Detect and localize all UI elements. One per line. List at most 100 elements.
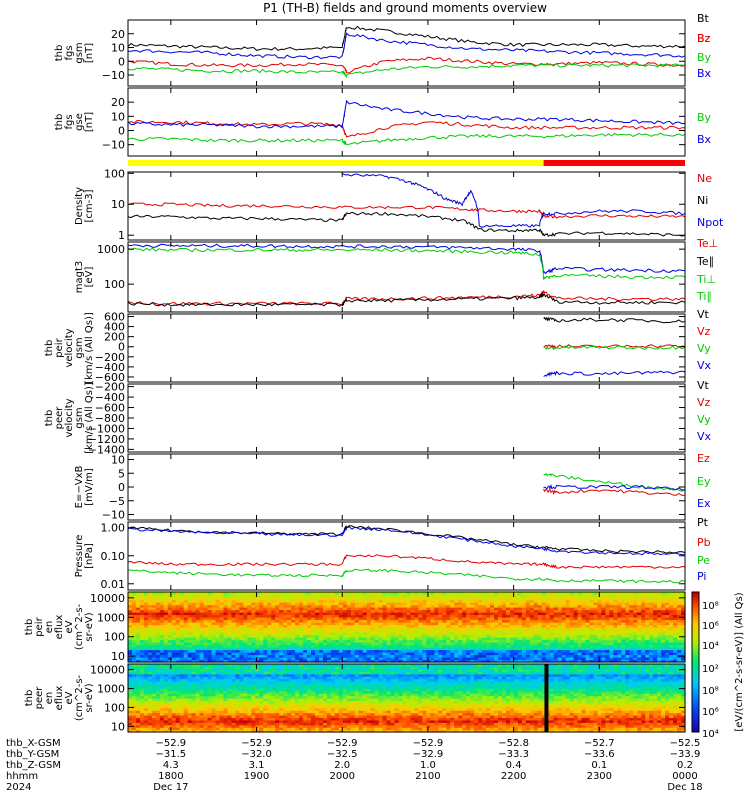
heat-cell xyxy=(418,602,424,606)
heat-cell xyxy=(199,632,205,636)
heat-cell xyxy=(426,619,431,623)
heat-cell xyxy=(533,642,539,646)
heat-cell xyxy=(275,597,280,601)
legend-Te⊥: Te⊥ xyxy=(696,237,718,250)
heat-cell xyxy=(585,652,591,656)
heat-cell xyxy=(569,647,575,651)
heat-cell xyxy=(669,602,674,606)
heat-cell xyxy=(613,659,618,663)
heat-cell xyxy=(139,639,145,643)
heat-cell xyxy=(621,659,626,663)
heat-cell xyxy=(446,652,451,656)
heat-cell xyxy=(135,724,141,728)
heat-cell xyxy=(143,707,149,711)
heat-cell xyxy=(509,592,515,596)
heat-cell xyxy=(597,637,603,641)
heat-cell xyxy=(490,634,495,638)
heat-cell xyxy=(601,632,607,636)
heat-cell xyxy=(338,607,344,611)
heat-cell xyxy=(151,637,157,641)
heat-cell xyxy=(362,637,368,641)
heat-cell xyxy=(227,705,233,709)
heat-cell xyxy=(155,622,161,626)
heat-cell xyxy=(597,652,603,656)
heat-cell xyxy=(589,634,595,638)
heat-cell xyxy=(609,612,614,616)
heat-cell xyxy=(374,627,380,631)
heat-cell xyxy=(199,666,205,670)
heat-cell xyxy=(430,657,435,661)
heat-cell xyxy=(657,632,662,636)
heat-cell xyxy=(187,594,193,598)
heat-cell xyxy=(167,609,173,613)
heat-cell xyxy=(223,607,229,611)
heat-cell xyxy=(318,649,324,653)
heat-cell xyxy=(207,649,213,653)
heat-cell xyxy=(426,659,431,663)
heat-cell xyxy=(410,612,416,616)
heat-cell xyxy=(227,722,233,726)
heat-cell xyxy=(549,599,555,603)
heat-cell xyxy=(179,715,185,719)
heat-cell xyxy=(529,597,535,601)
heat-cell xyxy=(573,639,579,643)
heat-cell xyxy=(474,609,479,613)
heat-cell xyxy=(259,639,264,643)
heat-cell xyxy=(450,612,455,616)
heat-cell xyxy=(498,652,503,656)
heat-cell xyxy=(203,717,209,721)
heat-cell xyxy=(517,617,523,621)
heat-cell xyxy=(354,617,360,621)
heat-cell xyxy=(474,642,479,646)
heat-cell xyxy=(211,659,217,663)
heat-cell xyxy=(322,659,328,663)
heat-cell xyxy=(299,639,304,643)
heat-cell xyxy=(314,657,320,661)
heat-cell xyxy=(406,594,412,598)
heat-cell xyxy=(434,604,439,608)
heat-cell xyxy=(223,637,229,641)
heat-cell xyxy=(382,632,388,636)
heat-cell xyxy=(163,724,169,728)
heat-cell xyxy=(143,676,149,680)
heat-cell xyxy=(462,624,467,628)
heat-cell xyxy=(553,652,559,656)
heat-cell xyxy=(128,698,133,702)
heat-cell xyxy=(207,639,213,643)
heat-cell xyxy=(151,597,157,601)
heat-cell xyxy=(191,678,197,682)
heat-cell xyxy=(541,594,547,598)
heat-cell xyxy=(171,617,177,621)
heat-cell xyxy=(434,599,439,603)
heat-cell xyxy=(303,612,308,616)
heat-cell xyxy=(649,609,654,613)
heat-cell xyxy=(263,622,268,626)
heat-cell xyxy=(358,622,364,626)
heat-cell xyxy=(346,627,352,631)
heat-cell xyxy=(167,652,173,656)
heat-cell xyxy=(665,602,670,606)
heat-cell xyxy=(601,602,607,606)
heat-cell xyxy=(318,602,324,606)
heat-cell xyxy=(561,612,567,616)
heat-cell xyxy=(159,668,165,672)
heat-cell xyxy=(681,617,686,621)
heat-cell xyxy=(517,599,523,603)
heat-cell xyxy=(131,634,137,638)
heat-cell xyxy=(430,634,435,638)
heat-cell xyxy=(370,639,376,643)
heat-cell xyxy=(458,639,463,643)
heat-cell xyxy=(442,612,447,616)
heat-cell xyxy=(295,642,300,646)
heat-cell xyxy=(370,612,376,616)
heat-cell xyxy=(207,666,213,670)
heat-cell xyxy=(263,649,268,653)
heat-cell xyxy=(326,592,332,596)
heat-cell xyxy=(247,632,252,636)
heat-cell xyxy=(386,612,392,616)
heat-cell xyxy=(454,659,459,663)
heat-cell xyxy=(434,609,439,613)
heat-cell xyxy=(183,604,189,608)
heat-cell xyxy=(490,639,495,643)
heat-cell xyxy=(673,654,678,658)
